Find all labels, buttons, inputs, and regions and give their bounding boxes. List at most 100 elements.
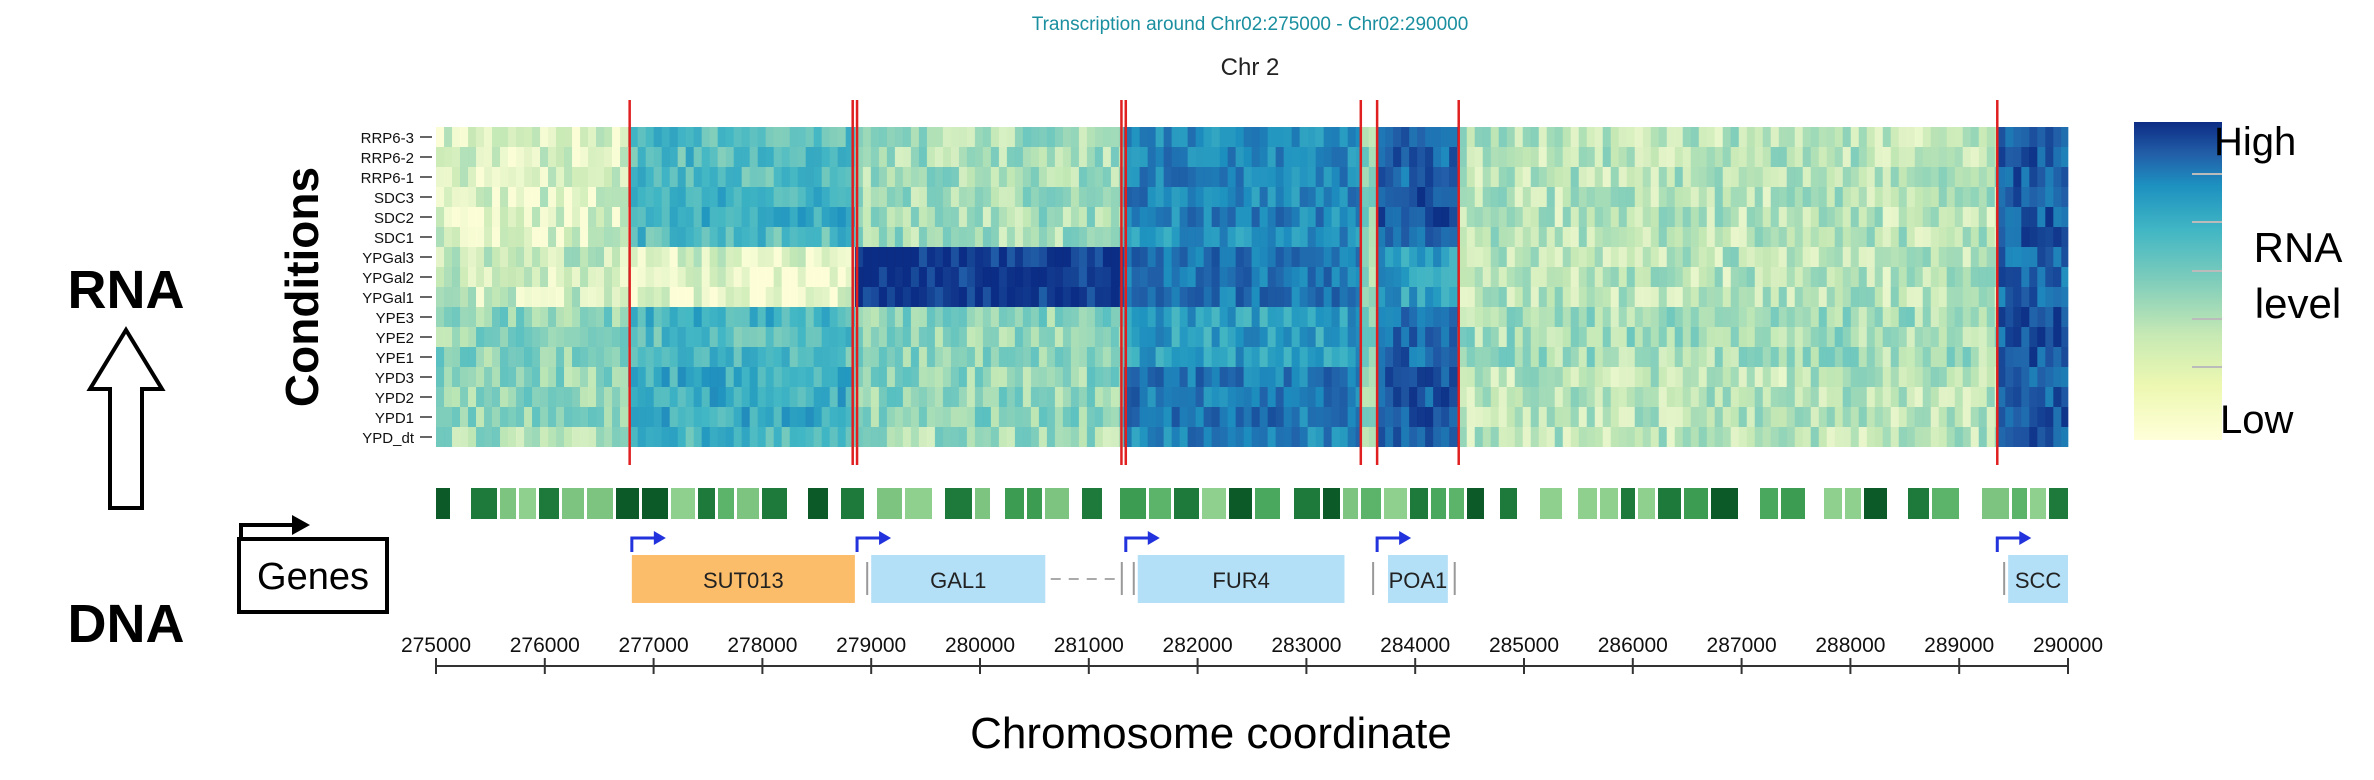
heatmap-texture	[596, 347, 605, 367]
heatmap-texture	[1062, 407, 1072, 427]
heatmap-texture	[1038, 227, 1048, 247]
heatmap-texture	[596, 367, 605, 387]
heatmap-texture	[1315, 287, 1325, 307]
heatmap-texture	[1890, 407, 1900, 427]
heatmap-texture	[757, 127, 767, 147]
heatmap-texture	[1874, 327, 1884, 347]
heatmap-texture	[1962, 167, 1972, 187]
heatmap-texture	[1690, 307, 1700, 327]
heatmap-texture	[862, 347, 872, 367]
heatmap-texture	[1586, 267, 1596, 287]
heatmap-texture	[942, 387, 952, 407]
heatmap-texture	[604, 387, 613, 407]
heatmap-texture	[436, 387, 445, 407]
heatmap-texture	[1283, 347, 1293, 367]
heatmap-texture	[974, 367, 984, 387]
heatmap-texture	[926, 247, 936, 267]
heatmap-texture	[974, 147, 984, 167]
heatmap-texture	[1978, 187, 1988, 207]
heatmap-texture	[1906, 427, 1916, 447]
heatmap-texture	[1163, 427, 1173, 447]
heatmap-texture	[1970, 407, 1980, 427]
heatmap-texture	[1642, 307, 1652, 327]
heatmap-texture	[741, 207, 751, 227]
heatmap-texture	[950, 147, 960, 167]
heatmap-texture	[990, 367, 1000, 387]
heatmap-texture	[1425, 187, 1434, 207]
heatmap-texture	[926, 367, 936, 387]
heatmap-texture	[741, 407, 751, 427]
heatmap-texture	[1299, 167, 1309, 187]
heatmap-texture	[1070, 387, 1080, 407]
heatmap-texture	[1179, 427, 1189, 447]
heatmap-texture	[1818, 227, 1828, 247]
heatmap-texture	[1377, 227, 1386, 247]
heatmap-texture	[982, 167, 992, 187]
heatmap-texture	[540, 227, 549, 247]
heatmap-texture	[1746, 327, 1756, 347]
heatmap-texture	[1078, 127, 1088, 147]
heatmap-texture	[677, 327, 687, 347]
heatmap-texture	[990, 427, 1000, 447]
heatmap-texture	[1360, 307, 1370, 327]
heatmap-texture	[1866, 127, 1876, 147]
heatmap-texture	[564, 207, 573, 227]
heatmap-texture	[1538, 127, 1548, 147]
heatmap-texture	[1506, 407, 1516, 427]
heatmap-texture	[950, 167, 960, 187]
heatmap-texture	[1674, 307, 1684, 327]
heatmap-texture	[1163, 147, 1173, 167]
heatmap-texture	[1706, 427, 1716, 447]
heatmap-texture	[1826, 347, 1836, 367]
heatmap-texture	[1786, 187, 1796, 207]
heatmap-texture	[1610, 407, 1620, 427]
heatmap-texture	[1385, 387, 1394, 407]
heatmap-texture	[1409, 387, 1418, 407]
heatmap-texture	[1922, 427, 1932, 447]
heatmap-texture	[669, 347, 679, 367]
heatmap-texture	[500, 247, 509, 267]
heatmap-texture	[886, 207, 896, 227]
heatmap-texture	[773, 427, 783, 447]
heatmap-texture	[942, 167, 952, 187]
heatmap-texture	[950, 247, 960, 267]
heatmap-texture	[709, 427, 719, 447]
heatmap-texture	[862, 307, 872, 327]
heatmap-texture	[508, 167, 517, 187]
heatmap-texture	[1706, 227, 1716, 247]
heatmap-texture	[1347, 327, 1357, 347]
heatmap-texture	[1570, 207, 1580, 227]
heatmap-texture	[1283, 207, 1293, 227]
heatmap-texture	[452, 167, 461, 187]
heatmap-texture	[1102, 187, 1112, 207]
heatmap-texture	[1347, 387, 1357, 407]
heatmap-texture	[1818, 387, 1828, 407]
heatmap-texture	[1586, 407, 1596, 427]
heatmap-texture	[789, 227, 799, 247]
heatmap-texture	[1441, 287, 1450, 307]
heatmap-texture	[1243, 187, 1253, 207]
heatmap-texture	[1347, 407, 1357, 427]
heatmap-texture	[1110, 207, 1120, 227]
heatmap-texture	[1449, 407, 1458, 427]
heatmap-texture	[854, 167, 864, 187]
heatmap-texture	[1331, 347, 1341, 367]
heatmap-texture	[1360, 267, 1370, 287]
heatmap-texture	[829, 287, 839, 307]
heatmap-texture	[2037, 127, 2046, 147]
heatmap-texture	[1179, 267, 1189, 287]
heatmap-texture	[1738, 267, 1748, 287]
heatmap-texture	[1482, 247, 1492, 267]
heatmap-texture	[950, 427, 960, 447]
heatmap-texture	[1754, 427, 1764, 447]
heatmap-texture	[460, 327, 469, 347]
heatmap-texture	[1997, 427, 2006, 447]
heatmap-texture	[540, 127, 549, 147]
heatmap-texture	[1339, 127, 1349, 147]
heatmap-texture	[1110, 367, 1120, 387]
heatmap-texture	[821, 187, 831, 207]
heatmap-texture	[1810, 227, 1820, 247]
track-block	[519, 488, 536, 519]
heatmap-texture	[1898, 327, 1908, 347]
heatmap-texture	[1786, 127, 1796, 147]
